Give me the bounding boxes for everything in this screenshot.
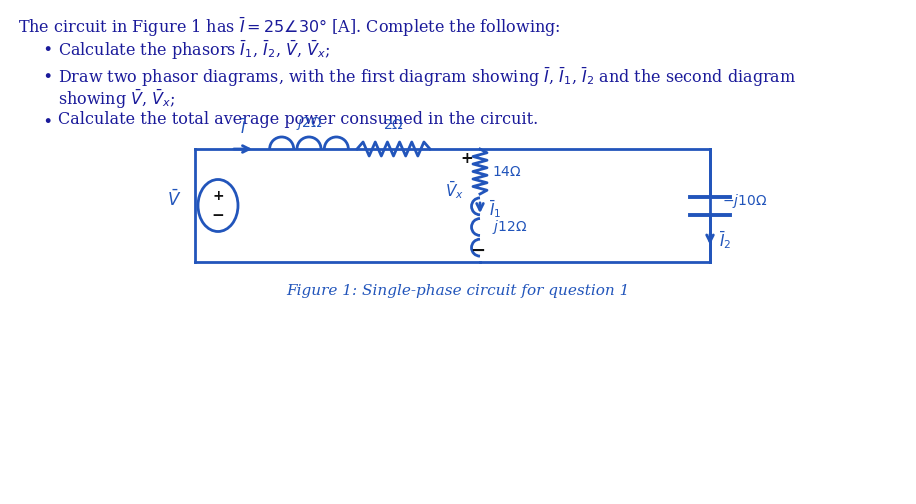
Text: +: +	[461, 151, 474, 166]
Text: $\bar{I}_2$: $\bar{I}_2$	[719, 230, 731, 251]
Text: $\bar{I}$: $\bar{I}$	[240, 118, 246, 137]
Text: showing $\bar{V}$, $\bar{V}_x$;: showing $\bar{V}$, $\bar{V}_x$;	[58, 88, 176, 111]
Text: Draw two phasor diagrams, with the first diagram showing $\bar{I}$, $\bar{I}_1$,: Draw two phasor diagrams, with the first…	[58, 66, 796, 89]
Text: $\bullet$: $\bullet$	[42, 66, 51, 83]
Text: $j2\Omega$: $j2\Omega$	[296, 114, 322, 132]
Text: $-j10\Omega$: $-j10\Omega$	[722, 193, 768, 211]
Text: $14\Omega$: $14\Omega$	[492, 164, 522, 178]
Text: $\bullet$: $\bullet$	[42, 39, 51, 56]
Text: Calculate the total average power consumed in the circuit.: Calculate the total average power consum…	[58, 111, 539, 128]
Text: −: −	[212, 208, 224, 223]
Text: The circuit in Figure 1 has $\bar{I} = 25\angle30°$ [A]. Complete the following:: The circuit in Figure 1 has $\bar{I} = 2…	[18, 16, 561, 39]
Text: $\bar{V}_x$: $\bar{V}_x$	[445, 179, 464, 201]
Text: −: −	[471, 242, 485, 260]
Text: +: +	[213, 190, 224, 204]
Text: $\bar{I}_1$: $\bar{I}_1$	[489, 198, 501, 220]
Text: $\bullet$: $\bullet$	[42, 111, 51, 128]
Text: Figure 1: Single-phase circuit for question 1: Figure 1: Single-phase circuit for quest…	[287, 284, 629, 298]
Text: Calculate the phasors $\bar{I}_1$, $\bar{I}_2$, $\bar{V}$, $\bar{V}_x$;: Calculate the phasors $\bar{I}_1$, $\bar…	[58, 39, 331, 62]
Text: $j12\Omega$: $j12\Omega$	[492, 218, 528, 236]
Text: $\bar{V}$: $\bar{V}$	[167, 190, 181, 210]
Text: $2\Omega$: $2\Omega$	[383, 118, 404, 132]
